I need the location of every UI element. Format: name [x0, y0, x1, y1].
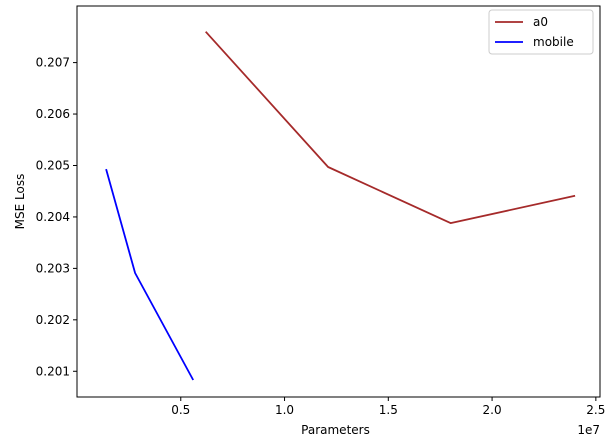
- x-tick-label: 1.5: [379, 403, 398, 417]
- x-tick-label: 2.0: [483, 403, 502, 417]
- y-tick-label: 0.201: [36, 364, 70, 378]
- x-tick-label: 0.5: [171, 403, 190, 417]
- y-axis: 0.201 0.202 0.203 0.204 0.205 0.206 0.207: [36, 56, 77, 378]
- series-line-mobile: [105, 168, 194, 381]
- y-tick-label: 0.206: [36, 107, 70, 121]
- x-tick-label: 2.5: [586, 403, 605, 417]
- legend-label: mobile: [533, 35, 574, 49]
- series-line-a0: [205, 31, 576, 225]
- plot-lines: [105, 31, 576, 381]
- y-tick-label: 0.207: [36, 56, 70, 70]
- legend-label: a0: [533, 15, 548, 29]
- legend-box: [488, 9, 594, 55]
- x-axis-label: Parameters: [301, 423, 370, 437]
- x-tick-label: 1.0: [275, 403, 294, 417]
- y-tick-label: 0.204: [36, 210, 70, 224]
- y-tick-label: 0.202: [36, 313, 70, 327]
- x-axis: 0.5 1.0 1.5 2.0 2.5: [171, 397, 605, 417]
- y-tick-label: 0.203: [36, 261, 70, 275]
- legend: a0 mobile: [488, 9, 594, 55]
- plot-frame: [76, 5, 601, 398]
- x-axis-offset-label: 1e7: [577, 423, 600, 437]
- y-axis-label: MSE Loss: [13, 174, 27, 230]
- y-tick-label: 0.205: [36, 158, 70, 172]
